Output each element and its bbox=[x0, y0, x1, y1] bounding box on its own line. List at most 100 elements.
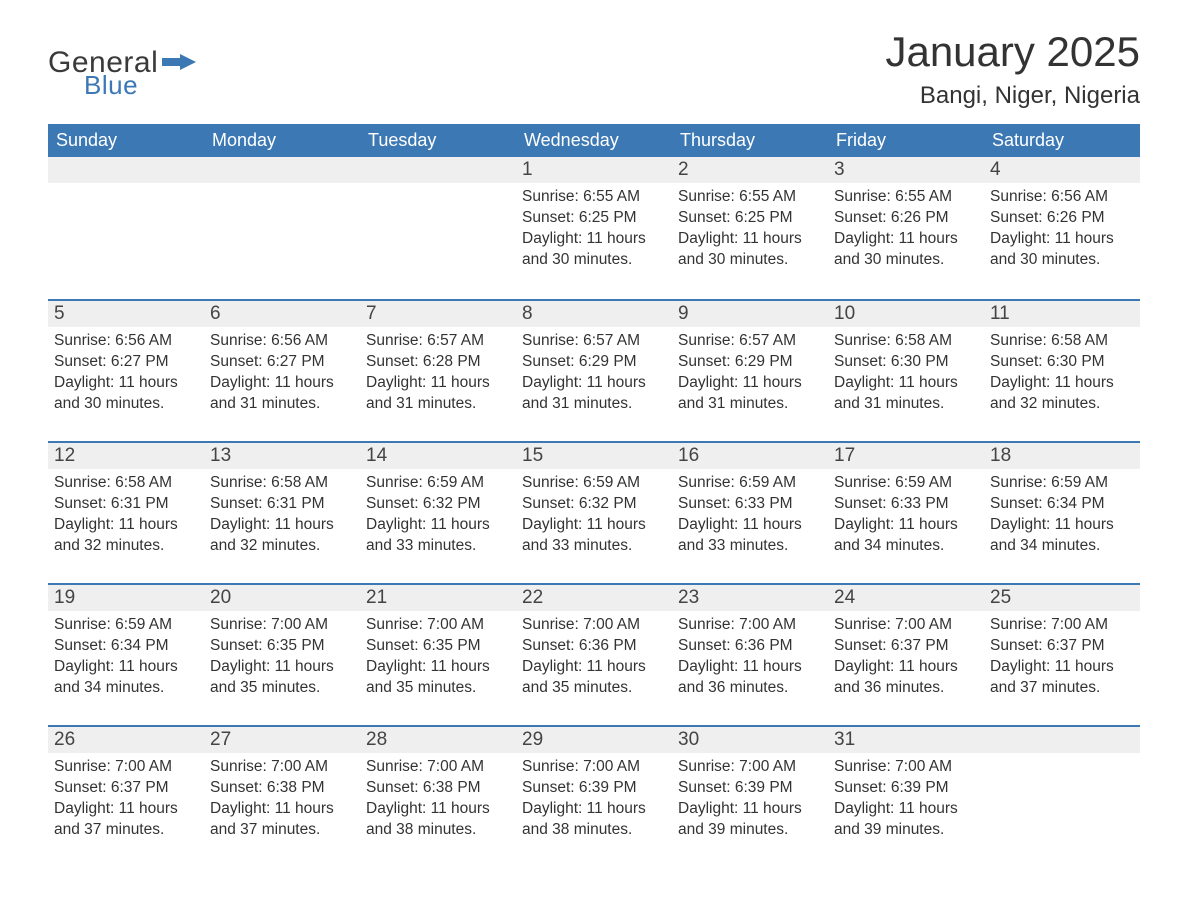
sunset-line: Sunset: 6:39 PM bbox=[834, 778, 978, 799]
flag-icon bbox=[162, 54, 196, 76]
day-detail: Sunrise: 7:00 AMSunset: 6:37 PMDaylight:… bbox=[48, 753, 204, 841]
day-header: Thursday bbox=[672, 124, 828, 157]
sunrise-line: Sunrise: 7:00 AM bbox=[54, 757, 198, 778]
sunset-line: Sunset: 6:39 PM bbox=[522, 778, 666, 799]
sunset-line: Sunset: 6:39 PM bbox=[678, 778, 822, 799]
sunrise-line: Sunrise: 6:59 AM bbox=[990, 473, 1134, 494]
calendar-day-cell: 15Sunrise: 6:59 AMSunset: 6:32 PMDayligh… bbox=[516, 441, 672, 583]
daylight-line: Daylight: 11 hours and 31 minutes. bbox=[834, 373, 978, 415]
day-detail: Sunrise: 7:00 AMSunset: 6:36 PMDaylight:… bbox=[516, 611, 672, 699]
day-detail: Sunrise: 6:58 AMSunset: 6:31 PMDaylight:… bbox=[48, 469, 204, 557]
logo-word-2: Blue bbox=[84, 72, 158, 98]
sunrise-line: Sunrise: 7:00 AM bbox=[990, 615, 1134, 636]
daylight-line: Daylight: 11 hours and 37 minutes. bbox=[210, 799, 354, 841]
sunrise-line: Sunrise: 6:58 AM bbox=[834, 331, 978, 352]
calendar-day-cell: 18Sunrise: 6:59 AMSunset: 6:34 PMDayligh… bbox=[984, 441, 1140, 583]
sunset-line: Sunset: 6:30 PM bbox=[834, 352, 978, 373]
calendar-day-cell: 30Sunrise: 7:00 AMSunset: 6:39 PMDayligh… bbox=[672, 725, 828, 867]
sunrise-line: Sunrise: 6:55 AM bbox=[522, 187, 666, 208]
day-detail: Sunrise: 7:00 AMSunset: 6:39 PMDaylight:… bbox=[828, 753, 984, 841]
calendar-table: SundayMondayTuesdayWednesdayThursdayFrid… bbox=[48, 124, 1140, 867]
day-detail: Sunrise: 6:57 AMSunset: 6:28 PMDaylight:… bbox=[360, 327, 516, 415]
daylight-line: Daylight: 11 hours and 35 minutes. bbox=[210, 657, 354, 699]
sunset-line: Sunset: 6:37 PM bbox=[990, 636, 1134, 657]
daylight-line: Daylight: 11 hours and 32 minutes. bbox=[210, 515, 354, 557]
sunrise-line: Sunrise: 7:00 AM bbox=[522, 757, 666, 778]
calendar-empty-cell bbox=[360, 157, 516, 299]
day-number: 29 bbox=[516, 725, 672, 753]
day-number: 2 bbox=[672, 157, 828, 183]
daylight-line: Daylight: 11 hours and 39 minutes. bbox=[678, 799, 822, 841]
calendar-week-row: 12Sunrise: 6:58 AMSunset: 6:31 PMDayligh… bbox=[48, 441, 1140, 583]
sunset-line: Sunset: 6:35 PM bbox=[210, 636, 354, 657]
calendar-day-cell: 19Sunrise: 6:59 AMSunset: 6:34 PMDayligh… bbox=[48, 583, 204, 725]
calendar-day-cell: 17Sunrise: 6:59 AMSunset: 6:33 PMDayligh… bbox=[828, 441, 984, 583]
sunset-line: Sunset: 6:30 PM bbox=[990, 352, 1134, 373]
sunset-line: Sunset: 6:36 PM bbox=[678, 636, 822, 657]
day-detail: Sunrise: 7:00 AMSunset: 6:37 PMDaylight:… bbox=[984, 611, 1140, 699]
calendar-day-cell: 9Sunrise: 6:57 AMSunset: 6:29 PMDaylight… bbox=[672, 299, 828, 441]
day-number: 22 bbox=[516, 583, 672, 611]
sunrise-line: Sunrise: 6:58 AM bbox=[990, 331, 1134, 352]
day-detail: Sunrise: 6:59 AMSunset: 6:33 PMDaylight:… bbox=[672, 469, 828, 557]
sunset-line: Sunset: 6:35 PM bbox=[366, 636, 510, 657]
day-header: Tuesday bbox=[360, 124, 516, 157]
day-detail: Sunrise: 6:59 AMSunset: 6:32 PMDaylight:… bbox=[360, 469, 516, 557]
calendar-day-cell: 5Sunrise: 6:56 AMSunset: 6:27 PMDaylight… bbox=[48, 299, 204, 441]
calendar-day-cell: 21Sunrise: 7:00 AMSunset: 6:35 PMDayligh… bbox=[360, 583, 516, 725]
sunrise-line: Sunrise: 7:00 AM bbox=[522, 615, 666, 636]
day-detail: Sunrise: 6:57 AMSunset: 6:29 PMDaylight:… bbox=[672, 327, 828, 415]
day-header: Monday bbox=[204, 124, 360, 157]
sunrise-line: Sunrise: 6:57 AM bbox=[366, 331, 510, 352]
sunrise-line: Sunrise: 6:59 AM bbox=[834, 473, 978, 494]
sunrise-line: Sunrise: 7:00 AM bbox=[366, 757, 510, 778]
day-detail: Sunrise: 6:58 AMSunset: 6:31 PMDaylight:… bbox=[204, 469, 360, 557]
day-number: 13 bbox=[204, 441, 360, 469]
sunset-line: Sunset: 6:37 PM bbox=[834, 636, 978, 657]
sunset-line: Sunset: 6:29 PM bbox=[522, 352, 666, 373]
day-number: 26 bbox=[48, 725, 204, 753]
sunrise-line: Sunrise: 7:00 AM bbox=[210, 615, 354, 636]
day-number: 3 bbox=[828, 157, 984, 183]
daylight-line: Daylight: 11 hours and 30 minutes. bbox=[522, 229, 666, 271]
header-bar: General Blue January 2025 Bangi, Niger, … bbox=[48, 28, 1140, 118]
calendar-week-row: 19Sunrise: 6:59 AMSunset: 6:34 PMDayligh… bbox=[48, 583, 1140, 725]
day-number bbox=[984, 725, 1140, 753]
day-number: 28 bbox=[360, 725, 516, 753]
sunrise-line: Sunrise: 7:00 AM bbox=[210, 757, 354, 778]
sunset-line: Sunset: 6:36 PM bbox=[522, 636, 666, 657]
day-number: 19 bbox=[48, 583, 204, 611]
daylight-line: Daylight: 11 hours and 35 minutes. bbox=[522, 657, 666, 699]
calendar-header-row: SundayMondayTuesdayWednesdayThursdayFrid… bbox=[48, 124, 1140, 157]
sunrise-line: Sunrise: 6:56 AM bbox=[54, 331, 198, 352]
day-detail: Sunrise: 6:56 AMSunset: 6:26 PMDaylight:… bbox=[984, 183, 1140, 271]
day-number: 25 bbox=[984, 583, 1140, 611]
calendar-day-cell: 12Sunrise: 6:58 AMSunset: 6:31 PMDayligh… bbox=[48, 441, 204, 583]
day-header: Saturday bbox=[984, 124, 1140, 157]
sunrise-line: Sunrise: 6:58 AM bbox=[210, 473, 354, 494]
day-detail: Sunrise: 7:00 AMSunset: 6:37 PMDaylight:… bbox=[828, 611, 984, 699]
day-number: 1 bbox=[516, 157, 672, 183]
sunset-line: Sunset: 6:25 PM bbox=[678, 208, 822, 229]
day-detail: Sunrise: 6:58 AMSunset: 6:30 PMDaylight:… bbox=[828, 327, 984, 415]
calendar-day-cell: 2 Sunrise: 6:55 AMSunset: 6:25 PMDaylight… bbox=[672, 157, 828, 299]
sunrise-line: Sunrise: 6:55 AM bbox=[678, 187, 822, 208]
daylight-line: Daylight: 11 hours and 30 minutes. bbox=[678, 229, 822, 271]
daylight-line: Daylight: 11 hours and 31 minutes. bbox=[522, 373, 666, 415]
daylight-line: Daylight: 11 hours and 34 minutes. bbox=[54, 657, 198, 699]
daylight-line: Daylight: 11 hours and 31 minutes. bbox=[210, 373, 354, 415]
daylight-line: Daylight: 11 hours and 39 minutes. bbox=[834, 799, 978, 841]
day-number: 4 bbox=[984, 157, 1140, 183]
sunset-line: Sunset: 6:26 PM bbox=[990, 208, 1134, 229]
calendar-day-cell: 10Sunrise: 6:58 AMSunset: 6:30 PMDayligh… bbox=[828, 299, 984, 441]
sunset-line: Sunset: 6:25 PM bbox=[522, 208, 666, 229]
day-number: 6 bbox=[204, 299, 360, 327]
day-number: 9 bbox=[672, 299, 828, 327]
calendar-day-cell: 22Sunrise: 7:00 AMSunset: 6:36 PMDayligh… bbox=[516, 583, 672, 725]
sunset-line: Sunset: 6:32 PM bbox=[522, 494, 666, 515]
calendar-day-cell: 13Sunrise: 6:58 AMSunset: 6:31 PMDayligh… bbox=[204, 441, 360, 583]
day-detail: Sunrise: 7:00 AMSunset: 6:35 PMDaylight:… bbox=[360, 611, 516, 699]
day-number: 8 bbox=[516, 299, 672, 327]
day-detail: Sunrise: 6:55 AMSunset: 6:25 PMDaylight:… bbox=[516, 183, 672, 271]
calendar-day-cell: 16Sunrise: 6:59 AMSunset: 6:33 PMDayligh… bbox=[672, 441, 828, 583]
